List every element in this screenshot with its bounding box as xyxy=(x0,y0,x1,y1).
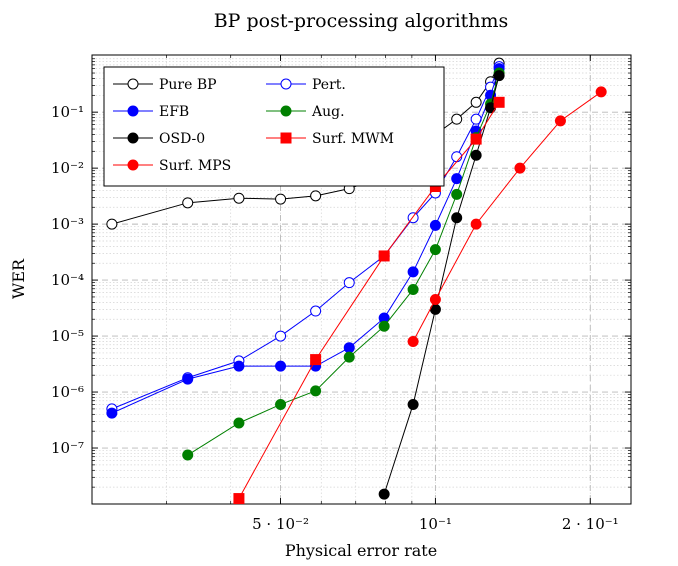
data-point xyxy=(182,197,194,209)
y-tick-label: 10⁻⁶ xyxy=(51,383,84,401)
x-tick-label: 5 · 10⁻² xyxy=(252,515,309,533)
series-line xyxy=(238,102,500,499)
data-point xyxy=(451,151,463,163)
y-tick-label: 10⁻⁴ xyxy=(51,271,84,289)
data-point xyxy=(451,188,463,200)
legend-marker xyxy=(127,159,139,171)
legend-marker xyxy=(127,105,139,117)
legend-item: Surf. MWM xyxy=(266,131,394,147)
data-point xyxy=(310,305,322,317)
data-point xyxy=(429,294,441,306)
x-tick-label: 2 · 10⁻¹ xyxy=(562,515,619,533)
legend-label: OSD-0 xyxy=(159,131,205,147)
data-point xyxy=(429,219,441,231)
data-point xyxy=(595,86,607,98)
data-point xyxy=(275,193,287,205)
data-point xyxy=(275,398,287,410)
data-point xyxy=(233,192,245,204)
legend-label: Pert. xyxy=(312,77,346,93)
data-point xyxy=(275,360,287,372)
series-surf-mwm xyxy=(233,96,505,505)
y-tick-label: 10⁻⁵ xyxy=(51,327,84,345)
data-point xyxy=(343,277,355,289)
data-point xyxy=(182,373,194,385)
data-point xyxy=(378,250,390,262)
data-point xyxy=(451,173,463,185)
data-point xyxy=(451,113,463,125)
chart-title: BP post-processing algorithms xyxy=(214,10,509,32)
legend: Pure BP Pert. EFB Aug. OSD-0 Surf. MWM Surf. M… xyxy=(103,66,445,187)
data-point xyxy=(378,488,390,500)
axis-ticks: 5 · 10⁻² 10⁻¹ 2 · 10⁻¹ 10⁻⁷ 10⁻⁶ 10⁻⁵ 10⁻⁴ 10⁻³… xyxy=(51,55,631,533)
x-tick-label: 10⁻¹ xyxy=(419,515,452,533)
y-tick-label: 10⁻¹ xyxy=(51,103,84,121)
data-point xyxy=(233,360,245,372)
series-surf-mps xyxy=(407,86,607,347)
data-point xyxy=(470,218,482,230)
legend-marker xyxy=(280,105,292,117)
y-tick-label: 10⁻² xyxy=(51,159,84,177)
data-point xyxy=(407,266,419,278)
data-point xyxy=(407,283,419,295)
legend-marker xyxy=(280,132,292,144)
data-point xyxy=(470,149,482,161)
data-point xyxy=(106,218,118,230)
legend-label: Surf. MPS xyxy=(159,158,231,174)
data-point xyxy=(470,133,482,145)
legend-label: Pure BP xyxy=(159,77,217,93)
data-point xyxy=(310,354,322,366)
data-point xyxy=(182,449,194,461)
series-osd-0 xyxy=(378,70,505,500)
data-point xyxy=(343,342,355,354)
series-group xyxy=(106,57,607,505)
data-point xyxy=(310,385,322,397)
data-point xyxy=(451,212,463,224)
legend-item: Aug. xyxy=(266,104,345,120)
data-point xyxy=(493,70,505,82)
data-point xyxy=(470,96,482,108)
data-point xyxy=(233,417,245,429)
x-axis-label: Physical error rate xyxy=(285,541,437,560)
legend-label: EFB xyxy=(159,104,189,120)
series-line xyxy=(187,72,500,456)
legend-marker xyxy=(127,132,139,144)
legend-item: Pure BP xyxy=(113,77,217,93)
data-point xyxy=(429,244,441,256)
legend-item: Surf. MPS xyxy=(113,158,231,174)
data-point xyxy=(233,493,245,505)
plot-frame xyxy=(91,54,632,505)
data-point xyxy=(514,162,526,174)
legend-item: Pert. xyxy=(266,77,346,93)
y-axis-label: WER xyxy=(9,258,28,299)
data-point xyxy=(407,335,419,347)
data-point xyxy=(310,190,322,202)
legend-box xyxy=(103,66,445,187)
y-tick-label: 10⁻³ xyxy=(51,215,84,233)
legend-marker xyxy=(127,78,139,90)
data-point xyxy=(378,320,390,332)
data-point xyxy=(493,96,505,108)
data-point xyxy=(407,398,419,410)
legend-item: OSD-0 xyxy=(113,131,205,147)
data-point xyxy=(106,407,118,419)
legend-item: EFB xyxy=(113,104,189,120)
data-point xyxy=(275,330,287,342)
y-tick-label: 10⁻⁷ xyxy=(51,439,84,457)
legend-label: Aug. xyxy=(311,104,345,120)
series-line xyxy=(412,91,602,342)
legend-label: Surf. MWM xyxy=(312,131,394,147)
legend-marker xyxy=(280,78,292,90)
data-point xyxy=(554,115,566,127)
data-point xyxy=(343,351,355,363)
